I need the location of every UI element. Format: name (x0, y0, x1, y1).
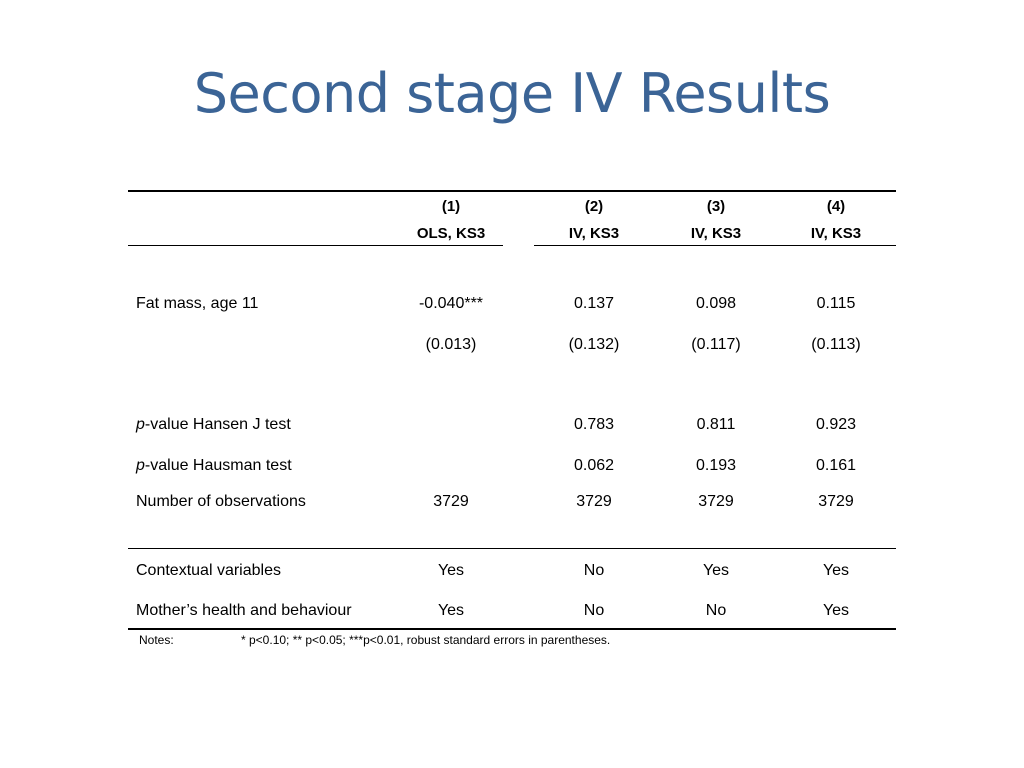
table-cell: 3729 (818, 493, 854, 510)
table-cell: 3729 (433, 493, 469, 510)
standard-error-cell: (0.113) (811, 336, 861, 353)
column-number: (4) (826, 198, 846, 215)
notes-label: Notes: (139, 633, 174, 647)
table-cell: Yes (822, 562, 850, 579)
column-label: OLS, KS3 (416, 225, 486, 242)
standard-error-cell: (0.117) (691, 336, 741, 353)
column-number: (3) (706, 198, 726, 215)
table-cell: 3729 (698, 493, 734, 510)
notes-text: * p<0.10; ** p<0.05; ***p<0.01, robust s… (241, 633, 611, 647)
table-cell: No (705, 602, 727, 619)
table-cell: Yes (822, 602, 850, 619)
table-cell: Yes (702, 562, 730, 579)
table-cell: No (583, 602, 605, 619)
row-label-contextual: Contextual variables (136, 562, 281, 579)
column-number: (2) (584, 198, 604, 215)
coefficient-cell: -0.040*** (418, 295, 484, 312)
column-label: IV, KS3 (568, 225, 620, 242)
table-cell: Yes (437, 602, 465, 619)
row-label-observations: Number of observations (136, 493, 306, 510)
table-cell: 0.161 (815, 457, 857, 474)
row-label-mother: Mother’s health and behaviour (136, 602, 352, 619)
table-top-rule (128, 190, 896, 192)
table-cell: Yes (437, 562, 465, 579)
table-cell: 0.783 (573, 416, 615, 433)
table-bottom-rule (128, 628, 896, 630)
table-cell: 0.193 (695, 457, 737, 474)
row-label-hausman: p-value Hausman test (136, 457, 292, 474)
column-number: (1) (441, 198, 461, 215)
standard-error-cell: (0.132) (568, 336, 620, 353)
row-label-fat-mass: Fat mass, age 11 (136, 295, 259, 312)
header-rule-left (128, 245, 503, 246)
controls-rule (128, 548, 896, 549)
standard-error-cell: (0.013) (425, 336, 477, 353)
table-cell: No (583, 562, 605, 579)
table-cell: 0.062 (573, 457, 615, 474)
table-cell: 3729 (576, 493, 612, 510)
header-rule-right (534, 245, 896, 246)
table-cell: 0.811 (696, 416, 736, 433)
coefficient-cell: 0.115 (816, 295, 856, 312)
coefficient-cell: 0.137 (573, 295, 615, 312)
column-label: IV, KS3 (690, 225, 742, 242)
table-cell: 0.923 (815, 416, 857, 433)
row-label-hansen: p-value Hansen J test (136, 416, 291, 433)
slide-title: Second stage IV Results (193, 62, 831, 125)
column-label: IV, KS3 (810, 225, 862, 242)
coefficient-cell: 0.098 (695, 295, 737, 312)
